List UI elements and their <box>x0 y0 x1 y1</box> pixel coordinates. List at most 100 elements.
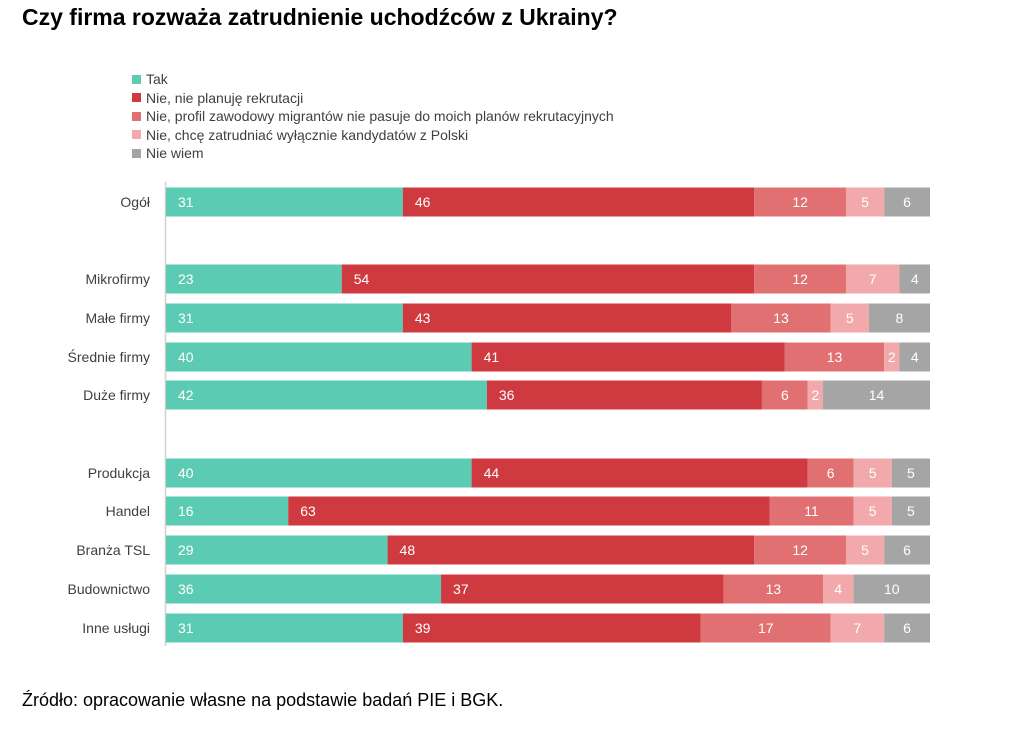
data-label: 5 <box>907 503 915 519</box>
data-label: 8 <box>896 310 904 326</box>
data-label: 6 <box>827 465 835 481</box>
data-label: 4 <box>911 271 919 287</box>
bar-segment <box>166 342 472 372</box>
data-label: 39 <box>415 620 431 636</box>
legend-swatch-z-polski <box>132 130 141 140</box>
data-label: 44 <box>484 465 500 481</box>
data-label: 48 <box>400 542 416 558</box>
category-label: Średnie firmy <box>68 348 150 365</box>
data-label: 4 <box>911 349 919 365</box>
category-label: Handel <box>106 503 150 519</box>
bar-segment <box>166 303 403 333</box>
bar-segment <box>166 613 403 643</box>
legend-swatch-profil <box>132 111 141 121</box>
bar-segment <box>471 342 785 372</box>
legend-item-tak: Tak <box>132 70 614 89</box>
data-label: 4 <box>834 581 842 597</box>
bar-segment <box>754 187 846 217</box>
bar-segment <box>891 458 930 488</box>
bar-segment <box>830 303 869 333</box>
source-note: Źródło: opracowanie własne na podstawie … <box>22 690 504 710</box>
data-label: 13 <box>766 581 782 597</box>
legend-swatch-nie-wiem <box>132 148 141 158</box>
bar-segment <box>891 496 930 526</box>
bar-segment <box>845 264 900 294</box>
data-label: 6 <box>781 387 789 403</box>
legend-item-nie-wiem: Nie wiem <box>132 144 614 163</box>
category-label: Budownictwo <box>68 581 151 597</box>
data-label: 40 <box>178 465 194 481</box>
category-label: Inne usługi <box>82 620 150 636</box>
data-label: 7 <box>854 620 862 636</box>
data-label: 46 <box>415 194 431 210</box>
data-label: 31 <box>178 620 194 636</box>
bar-segment <box>754 264 846 294</box>
bar-segment <box>761 380 808 410</box>
category-label: Produkcja <box>88 465 150 481</box>
bar-segment <box>754 535 846 565</box>
data-label: 23 <box>178 271 194 287</box>
category-label: Ogół <box>120 194 150 210</box>
data-label: 5 <box>846 310 854 326</box>
bar-segment <box>853 574 930 604</box>
category-label: Duże firmy <box>83 387 150 403</box>
data-label: 6 <box>903 542 911 558</box>
bar-segment <box>884 613 930 643</box>
bar-segment <box>700 613 831 643</box>
bar-segment <box>784 342 885 372</box>
bar-segment <box>166 574 442 604</box>
bar-segment <box>166 458 472 488</box>
legend-item-z-polski: Nie, chcę zatrudniać wyłącznie kandydató… <box>132 126 614 145</box>
bar-segment <box>807 458 854 488</box>
data-label: 6 <box>903 620 911 636</box>
data-label: 12 <box>792 271 808 287</box>
legend-label-nie-wiem: Nie wiem <box>146 145 204 162</box>
legend-label-tak: Tak <box>146 71 168 88</box>
bar-segment <box>166 187 403 217</box>
bar-segment <box>845 187 885 217</box>
data-label: 5 <box>907 465 915 481</box>
data-label: 6 <box>903 194 911 210</box>
data-label: 5 <box>861 542 869 558</box>
data-label: 36 <box>499 387 515 403</box>
bar-segment <box>441 574 724 604</box>
bar-segment <box>731 303 831 333</box>
bar-segment <box>884 342 900 372</box>
bar-segment <box>853 496 892 526</box>
data-label: 12 <box>792 194 808 210</box>
legend-label-nie-planuje: Nie, nie planuję rekrutacji <box>146 89 304 106</box>
bar-segment <box>769 496 854 526</box>
chart-legend: Tak Nie, nie planuję rekrutacji Nie, pro… <box>132 70 614 163</box>
bar-segment <box>166 535 388 565</box>
bar-segment <box>830 613 885 643</box>
category-label: Mikrofirmy <box>85 271 150 287</box>
data-label: 5 <box>869 465 877 481</box>
data-label: 63 <box>300 503 316 519</box>
data-label: 7 <box>869 271 877 287</box>
data-label: 12 <box>792 542 808 558</box>
bar-segment <box>823 574 854 604</box>
data-label: 2 <box>812 387 820 403</box>
data-label: 31 <box>178 194 194 210</box>
legend-item-profil: Nie, profil zawodowy migrantów nie pasuj… <box>132 107 614 126</box>
data-label: 37 <box>453 581 469 597</box>
data-label: 11 <box>804 503 819 519</box>
data-label: 17 <box>758 620 774 636</box>
data-label: 16 <box>178 503 194 519</box>
data-label: 42 <box>178 387 194 403</box>
bar-segment <box>166 264 342 294</box>
data-label: 41 <box>484 349 500 365</box>
data-label: 2 <box>888 349 896 365</box>
bar-segment <box>402 187 755 217</box>
bar-segment <box>387 535 755 565</box>
bar-segment <box>899 342 930 372</box>
legend-label-profil: Nie, profil zawodowy migrantów nie pasuj… <box>146 108 614 125</box>
data-label: 14 <box>869 387 885 403</box>
bar-segment <box>845 535 885 565</box>
data-label: 5 <box>861 194 869 210</box>
data-label: 13 <box>773 310 789 326</box>
data-label: 40 <box>178 349 194 365</box>
category-label: Branża TSL <box>76 542 150 558</box>
data-label: 54 <box>354 271 370 287</box>
